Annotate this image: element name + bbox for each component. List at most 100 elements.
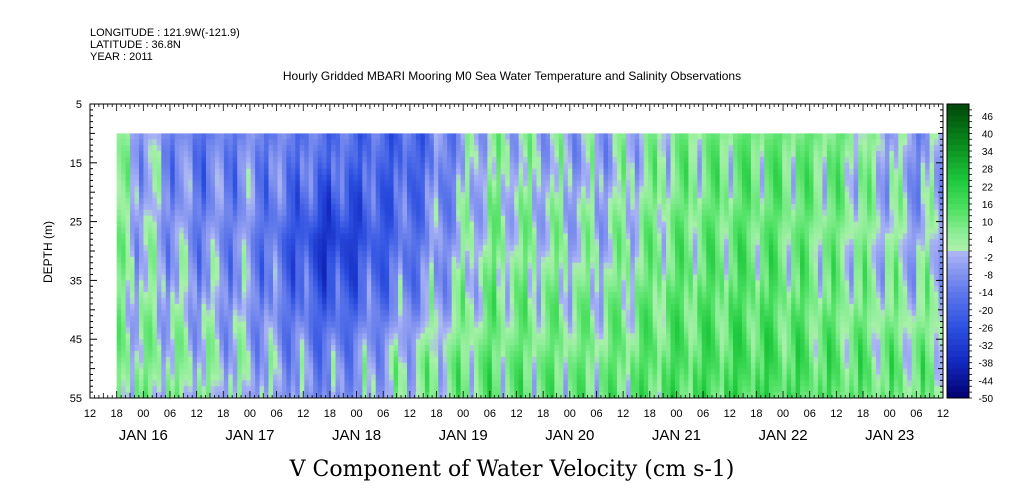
heatmap-cell — [581, 145, 587, 152]
heatmap-cell — [518, 209, 524, 217]
heatmap-cell — [491, 339, 497, 346]
heatmap-cell — [451, 239, 457, 246]
heatmap-cell — [335, 386, 341, 393]
heatmap-cell — [348, 345, 354, 352]
heatmap-cell — [545, 145, 551, 152]
heatmap-cell — [308, 145, 314, 152]
heatmap-cell — [505, 256, 511, 264]
heatmap-cell — [478, 215, 484, 223]
heatmap-cell — [179, 321, 185, 329]
heatmap-cell — [277, 350, 283, 358]
heatmap-cell — [456, 327, 462, 334]
heatmap-cell — [335, 221, 341, 229]
heatmap-cell — [255, 168, 261, 176]
heatmap-cell — [532, 339, 538, 346]
heatmap-cell — [214, 268, 220, 276]
heatmap-cell — [121, 280, 127, 287]
heatmap-cell — [393, 274, 399, 281]
heatmap-cell — [393, 221, 399, 229]
heatmap-cell — [523, 192, 529, 199]
heatmap-cell — [590, 192, 596, 199]
heatmap-cell — [456, 203, 462, 211]
chart-title: Hourly Gridded MBARI Mooring M0 Sea Wate… — [283, 69, 741, 83]
heatmap-cell — [295, 333, 301, 340]
heatmap-cell — [532, 145, 538, 152]
heatmap-cell — [188, 168, 194, 176]
heatmap-cell — [174, 162, 180, 170]
heatmap-cell — [134, 280, 140, 287]
heatmap-cell — [491, 315, 497, 323]
heatmap-cell — [357, 274, 363, 281]
heatmap-cell — [478, 186, 484, 193]
heatmap-cell — [554, 303, 560, 311]
heatmap-cell — [232, 286, 238, 293]
heatmap-cell — [286, 221, 292, 229]
heatmap-cell — [402, 374, 408, 381]
heatmap-cell — [295, 339, 301, 346]
heatmap-cell — [138, 356, 145, 364]
heatmap-cell — [143, 356, 149, 364]
heatmap-cell — [344, 274, 350, 281]
heatmap-cell — [272, 268, 279, 276]
heatmap-cell — [192, 350, 198, 358]
heatmap-cell — [232, 262, 238, 270]
heatmap-cell — [491, 309, 497, 317]
heatmap-cell — [478, 350, 484, 358]
heatmap-cell — [438, 145, 444, 152]
heatmap-cell — [197, 368, 203, 376]
heatmap-cell — [134, 315, 140, 323]
heatmap-cell — [205, 292, 212, 299]
heatmap-cell — [353, 168, 359, 176]
heatmap-cell — [554, 327, 560, 334]
heatmap-cell — [272, 192, 279, 199]
heatmap-cell — [402, 362, 408, 370]
heatmap-cell — [322, 356, 328, 364]
heatmap-cell — [174, 362, 180, 370]
heatmap-cell — [197, 245, 203, 252]
heatmap-cell — [438, 268, 444, 276]
heatmap-cell — [393, 392, 399, 398]
heatmap-cell — [232, 192, 238, 199]
heatmap-cell — [134, 321, 140, 329]
heatmap-cell — [558, 339, 564, 346]
heatmap-cell — [371, 162, 377, 170]
heatmap-cell — [415, 245, 421, 252]
heatmap-cell — [469, 209, 475, 217]
heatmap-cell — [411, 292, 417, 299]
heatmap-cell — [465, 215, 471, 223]
heatmap-cell — [594, 345, 600, 352]
heatmap-cell — [143, 380, 149, 387]
heatmap-cell — [344, 251, 350, 258]
heatmap-cell — [420, 268, 426, 276]
heatmap-cell — [241, 203, 247, 211]
heatmap-cell — [594, 162, 600, 170]
heatmap-cell — [308, 321, 314, 329]
heatmap-cell — [214, 350, 220, 358]
heatmap-cell — [116, 292, 122, 299]
heatmap-cell — [304, 139, 310, 146]
heatmap-cell — [505, 345, 511, 352]
heatmap-cell — [473, 368, 480, 376]
heatmap-cell — [572, 333, 578, 340]
heatmap-cell — [594, 233, 600, 240]
heatmap-cell — [308, 209, 314, 217]
heatmap-cell — [250, 327, 256, 334]
heatmap-cell — [505, 309, 511, 317]
heatmap-cell — [326, 256, 332, 264]
heatmap-cell — [290, 203, 296, 211]
heatmap-cell — [442, 162, 448, 170]
heatmap-cell — [116, 298, 122, 305]
heatmap-cell — [308, 245, 314, 252]
heatmap-cell — [125, 133, 131, 140]
heatmap-cell — [313, 315, 319, 323]
heatmap-cell — [268, 286, 274, 293]
heatmap-cell — [121, 374, 127, 381]
heatmap-cell — [549, 356, 555, 364]
heatmap-cell — [567, 303, 573, 311]
heatmap-cell — [420, 186, 426, 193]
heatmap-cell — [447, 233, 453, 240]
heatmap-cell — [447, 298, 453, 305]
heatmap-cell — [335, 239, 341, 246]
heatmap-cell — [192, 151, 198, 158]
heatmap-cell — [223, 286, 229, 293]
